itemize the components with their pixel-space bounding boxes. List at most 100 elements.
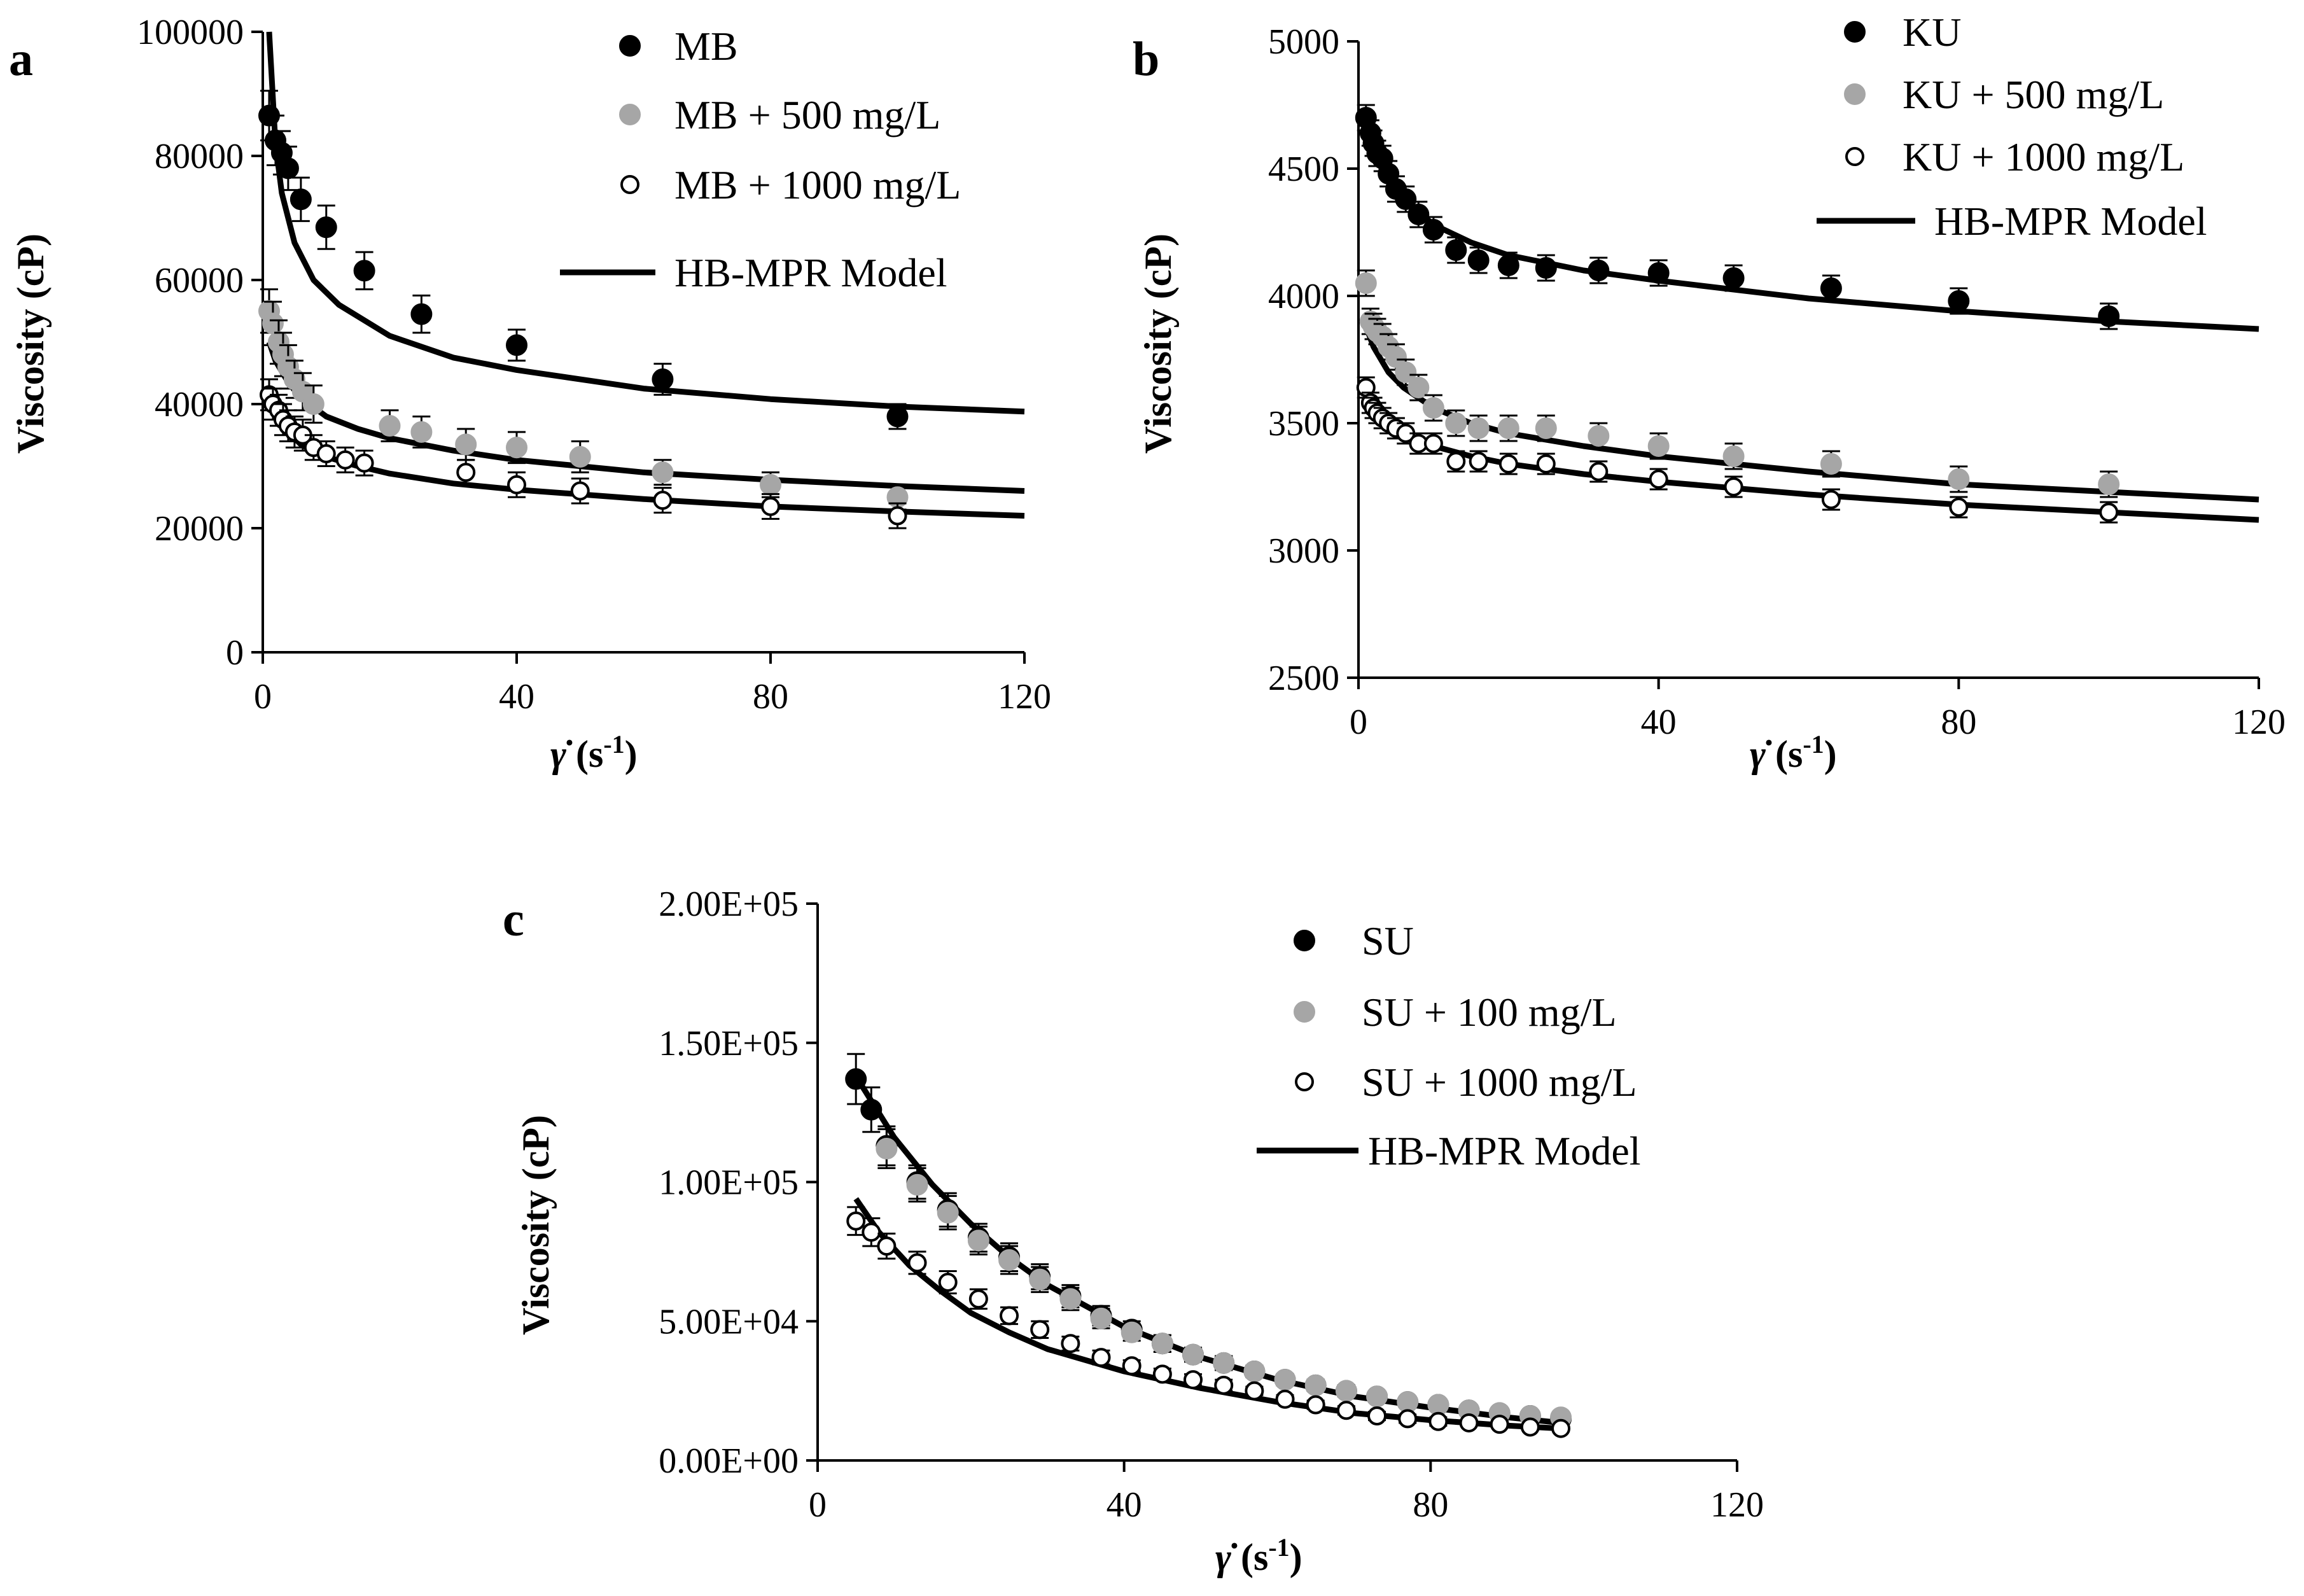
- data-point-a-0: [353, 260, 375, 282]
- data-point-c-2: [1183, 1370, 1203, 1390]
- data-point-a-1: [379, 415, 401, 437]
- y-tick-label-b: 3500: [1268, 404, 1339, 444]
- data-point-b-1: [1497, 417, 1519, 439]
- data-point-a-1: [652, 461, 674, 484]
- x-axis-label-c: γ̇ (s-1): [1215, 1533, 1302, 1578]
- data-point-c-0: [860, 1098, 883, 1121]
- data-point-b-1: [1820, 453, 1842, 475]
- y-tick-label-b: 5000: [1268, 22, 1339, 62]
- data-point-c-1: [1213, 1352, 1235, 1374]
- legend-label-c-model: HB-MPR Model: [1368, 1128, 1641, 1173]
- data-point-b-0: [1445, 239, 1467, 261]
- x-tick-label-a: 0: [254, 677, 272, 717]
- x-axis-unit-b: (s-1): [1775, 730, 1837, 775]
- data-point-c-2: [877, 1236, 897, 1256]
- x-tick-label-b: 0: [1350, 703, 1367, 742]
- data-point-c-2: [862, 1222, 881, 1242]
- data-point-c-1: [1274, 1369, 1296, 1391]
- data-point-c-2: [1367, 1406, 1387, 1425]
- data-point-c-1: [1029, 1268, 1051, 1291]
- data-point-b-2: [1423, 434, 1443, 453]
- legend-label-a-1000: MB + 1000 mg/L: [674, 162, 961, 207]
- data-point-a-1: [410, 421, 433, 443]
- y-tick-label-a: 80000: [155, 137, 244, 176]
- legend-marker-b-500: [1844, 83, 1866, 105]
- x-tick-label-a: 80: [753, 677, 788, 717]
- y-tick-label-c: 2.00E+05: [659, 885, 799, 924]
- data-point-b-2: [1949, 498, 1969, 517]
- panel-letter-c: c: [503, 893, 524, 946]
- data-point-c-2: [1459, 1413, 1479, 1432]
- data-point-b-2: [1498, 454, 1518, 473]
- data-point-a-0: [652, 368, 674, 390]
- data-point-b-0: [1820, 277, 1842, 299]
- data-point-b-1: [2098, 473, 2120, 495]
- data-point-c-2: [938, 1273, 958, 1292]
- legend-label-a-mb: MB: [674, 24, 738, 69]
- data-point-b-2: [1536, 454, 1556, 473]
- data-point-c-1: [876, 1138, 898, 1159]
- x-tick-label-c: 120: [1710, 1485, 1764, 1525]
- x-tick-label-a: 40: [499, 677, 534, 717]
- data-point-a-0: [277, 157, 299, 179]
- x-tick-label-c: 80: [1413, 1485, 1448, 1525]
- data-point-b-1: [1467, 417, 1490, 439]
- legend-marker-a-1000: [620, 175, 639, 194]
- data-point-c-2: [1306, 1395, 1325, 1415]
- data-point-b-2: [1589, 462, 1609, 481]
- plot-area-b: 2500 3000 3500 4000 4500 5000 0 40 80 120: [1268, 22, 2286, 742]
- x-axis-label-a: γ̇ (s-1): [550, 730, 638, 775]
- data-point-b-0: [1422, 219, 1444, 241]
- data-point-c-1: [1304, 1374, 1327, 1396]
- x-axis-symbol-a: γ̇: [550, 733, 573, 775]
- data-point-a-1: [302, 393, 325, 415]
- legend-label-a-500: MB + 500 mg/L: [674, 92, 940, 137]
- data-point-b-1: [1948, 468, 1970, 490]
- data-point-c-2: [1245, 1381, 1264, 1401]
- legend-b: KU KU + 500 mg/L KU + 1000 mg/L HB-MPR M…: [1817, 10, 2207, 244]
- data-point-a-1: [569, 445, 591, 468]
- y-tick-label-c: 5.00E+04: [659, 1302, 799, 1341]
- legend-marker-c-1000: [1295, 1072, 1314, 1091]
- y-axis-label-b: Viscosity (cP): [1137, 234, 1179, 454]
- data-point-a-2: [888, 506, 907, 526]
- panel-b: b Viscosity (cP) γ̇ (s-1) 2500 3000 3500 40…: [1133, 10, 2286, 775]
- x-axis-unit-a: (s-1): [576, 730, 638, 775]
- data-point-c-2: [1091, 1348, 1111, 1368]
- data-point-a-2: [507, 475, 526, 494]
- data-point-c-1: [1427, 1394, 1449, 1416]
- data-point-a-2: [456, 463, 476, 482]
- data-point-c-1: [1335, 1380, 1357, 1402]
- y-tick-label-b: 2500: [1268, 659, 1339, 698]
- model-curve-c-1: [853, 1197, 1561, 1432]
- data-point-b-1: [1445, 412, 1467, 434]
- data-point-b-2: [1446, 452, 1466, 471]
- data-point-b-0: [1467, 249, 1490, 271]
- data-point-a-2: [335, 450, 355, 470]
- data-point-c-2: [1336, 1401, 1356, 1420]
- data-point-c-2: [1428, 1411, 1448, 1431]
- data-point-c-1: [1397, 1391, 1419, 1413]
- y-tick-label-a: 100000: [137, 13, 244, 52]
- data-point-c-2: [1398, 1409, 1418, 1429]
- data-point-c-2: [968, 1289, 988, 1309]
- y-tick-label-b: 4500: [1268, 150, 1339, 189]
- legend-label-b-ku: KU: [1903, 10, 1961, 55]
- legend-label-b-1000: KU + 1000 mg/L: [1903, 134, 2184, 179]
- data-point-b-1: [1385, 346, 1407, 368]
- data-point-b-2: [1821, 490, 1841, 509]
- model-curve-a-0: [266, 31, 1025, 415]
- y-tick-label-c: 1.00E+05: [659, 1163, 799, 1203]
- data-point-b-1: [1395, 361, 1417, 383]
- data-point-c-1: [1366, 1385, 1388, 1408]
- panel-a: a Viscosity (cP) γ̇ (s-1) 0 20000 40000 600…: [9, 13, 1051, 775]
- data-point-b-1: [1355, 272, 1377, 294]
- data-point-c-2: [907, 1253, 927, 1273]
- legend-marker-b-ku: [1844, 21, 1866, 43]
- legend-marker-b-1000: [1845, 147, 1864, 166]
- legend-label-b-model: HB-MPR Model: [1934, 199, 2207, 244]
- data-point-b-0: [1588, 260, 1610, 281]
- data-point-c-1: [937, 1201, 959, 1224]
- y-axis-label-a: Viscosity (cP): [10, 234, 52, 454]
